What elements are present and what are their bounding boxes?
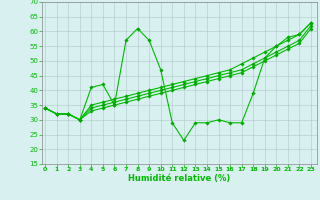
X-axis label: Humidité relative (%): Humidité relative (%) [128,174,230,183]
